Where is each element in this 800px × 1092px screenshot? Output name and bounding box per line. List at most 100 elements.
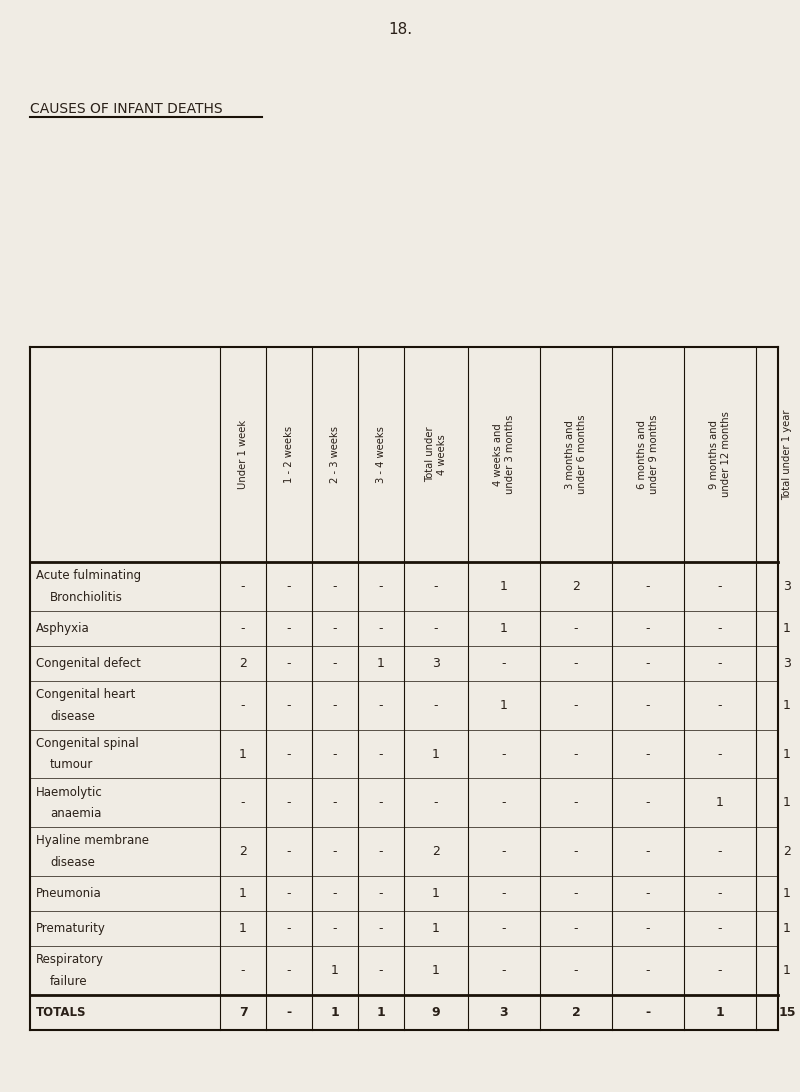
Text: 1: 1 [432, 887, 440, 900]
Text: 9: 9 [432, 1006, 440, 1019]
Text: 1: 1 [783, 922, 791, 935]
Text: Hyaline membrane: Hyaline membrane [36, 834, 149, 847]
Text: 1: 1 [239, 887, 247, 900]
Text: 1: 1 [716, 796, 724, 809]
Text: -: - [718, 657, 722, 670]
Text: -: - [646, 964, 650, 977]
Text: -: - [286, 1006, 291, 1019]
Text: -: - [502, 887, 506, 900]
Text: -: - [718, 845, 722, 858]
Text: Under 1 week: Under 1 week [238, 420, 248, 489]
Text: 1: 1 [377, 657, 385, 670]
Text: -: - [574, 621, 578, 634]
Text: -: - [286, 964, 291, 977]
Text: -: - [333, 887, 338, 900]
Text: -: - [646, 845, 650, 858]
Text: -: - [241, 964, 246, 977]
Text: -: - [434, 699, 438, 712]
Text: -: - [646, 657, 650, 670]
Text: Total under 1 year: Total under 1 year [782, 410, 792, 500]
Text: 1: 1 [500, 621, 508, 634]
Text: -: - [574, 699, 578, 712]
Text: Respiratory: Respiratory [36, 953, 104, 966]
Text: -: - [646, 922, 650, 935]
Text: 1: 1 [783, 964, 791, 977]
Text: -: - [718, 887, 722, 900]
Text: -: - [378, 621, 383, 634]
Text: -: - [502, 748, 506, 760]
Text: -: - [378, 699, 383, 712]
Text: 3: 3 [432, 657, 440, 670]
Text: -: - [241, 796, 246, 809]
Text: -: - [434, 621, 438, 634]
Text: 2 - 3 weeks: 2 - 3 weeks [330, 426, 340, 483]
Text: 3: 3 [783, 580, 791, 593]
Text: Haemolytic: Haemolytic [36, 785, 102, 798]
Text: -: - [646, 796, 650, 809]
Text: -: - [718, 580, 722, 593]
Text: -: - [286, 699, 291, 712]
Text: -: - [333, 845, 338, 858]
Text: -: - [378, 887, 383, 900]
Text: 1: 1 [783, 699, 791, 712]
Text: -: - [286, 580, 291, 593]
Text: 2: 2 [239, 845, 247, 858]
Text: -: - [574, 922, 578, 935]
Text: -: - [646, 1006, 650, 1019]
Text: -: - [241, 580, 246, 593]
Text: 2: 2 [572, 1006, 580, 1019]
Text: -: - [574, 748, 578, 760]
Text: 1: 1 [783, 621, 791, 634]
Text: tumour: tumour [50, 758, 94, 771]
Text: -: - [646, 887, 650, 900]
Text: -: - [286, 796, 291, 809]
Text: Bronchiolitis: Bronchiolitis [50, 591, 123, 604]
Text: -: - [646, 748, 650, 760]
Text: -: - [286, 845, 291, 858]
Text: -: - [333, 699, 338, 712]
Text: -: - [286, 887, 291, 900]
Text: 1: 1 [239, 922, 247, 935]
Text: -: - [502, 657, 506, 670]
Text: -: - [333, 796, 338, 809]
Text: 1: 1 [377, 1006, 386, 1019]
Text: -: - [434, 796, 438, 809]
Text: -: - [286, 657, 291, 670]
Text: -: - [646, 580, 650, 593]
Text: 3 months and
under 6 months: 3 months and under 6 months [565, 415, 587, 495]
Text: 1: 1 [330, 1006, 339, 1019]
Text: 1: 1 [500, 580, 508, 593]
Text: -: - [286, 748, 291, 760]
Text: -: - [378, 796, 383, 809]
Text: disease: disease [50, 710, 95, 723]
Text: disease: disease [50, 856, 95, 868]
Text: -: - [574, 964, 578, 977]
Text: 1: 1 [716, 1006, 724, 1019]
Text: -: - [646, 699, 650, 712]
Text: -: - [333, 748, 338, 760]
Text: -: - [241, 699, 246, 712]
Text: 3 - 4 weeks: 3 - 4 weeks [376, 426, 386, 483]
Text: 1: 1 [432, 922, 440, 935]
Text: -: - [718, 922, 722, 935]
Text: Total under
4 weeks: Total under 4 weeks [425, 427, 447, 483]
Text: 1: 1 [239, 748, 247, 760]
Text: -: - [574, 887, 578, 900]
Text: -: - [333, 580, 338, 593]
Text: 1: 1 [783, 748, 791, 760]
Text: TOTALS: TOTALS [36, 1006, 86, 1019]
Text: -: - [378, 922, 383, 935]
Text: -: - [378, 845, 383, 858]
Text: 4 weeks and
under 3 months: 4 weeks and under 3 months [493, 415, 515, 495]
Text: Asphyxia: Asphyxia [36, 621, 90, 634]
Text: 15: 15 [778, 1006, 796, 1019]
Text: -: - [333, 621, 338, 634]
Text: 2: 2 [572, 580, 580, 593]
Text: -: - [333, 922, 338, 935]
Text: Congenital heart: Congenital heart [36, 688, 135, 701]
Text: 1: 1 [432, 748, 440, 760]
Text: -: - [574, 796, 578, 809]
Text: 1: 1 [783, 887, 791, 900]
Text: 2: 2 [432, 845, 440, 858]
Text: 3: 3 [783, 657, 791, 670]
